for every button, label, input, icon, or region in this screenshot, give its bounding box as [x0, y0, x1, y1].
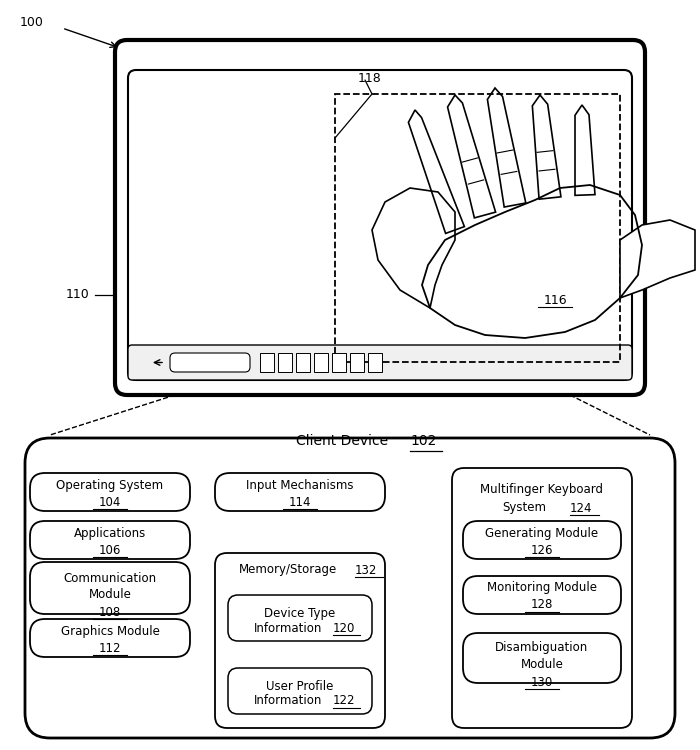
- FancyBboxPatch shape: [215, 553, 385, 728]
- FancyBboxPatch shape: [128, 70, 632, 380]
- Bar: [260, 353, 274, 372]
- Bar: [314, 353, 328, 372]
- Bar: [368, 353, 382, 372]
- Text: 116: 116: [543, 293, 567, 307]
- FancyBboxPatch shape: [215, 473, 385, 511]
- Text: 106: 106: [99, 544, 121, 556]
- Text: 114: 114: [288, 496, 312, 508]
- Bar: [278, 353, 292, 372]
- FancyBboxPatch shape: [463, 521, 621, 559]
- Text: 130: 130: [531, 676, 553, 688]
- Text: Operating System: Operating System: [57, 478, 164, 491]
- Text: Generating Module: Generating Module: [485, 526, 598, 539]
- Text: Information: Information: [254, 694, 322, 707]
- FancyBboxPatch shape: [115, 40, 645, 395]
- Text: 124: 124: [570, 502, 592, 515]
- Text: 118: 118: [358, 71, 382, 85]
- FancyBboxPatch shape: [228, 595, 372, 641]
- Text: 126: 126: [531, 544, 553, 556]
- Text: User Profile: User Profile: [266, 680, 334, 692]
- Text: Disambiguation: Disambiguation: [496, 641, 589, 655]
- FancyBboxPatch shape: [30, 473, 190, 511]
- FancyBboxPatch shape: [30, 562, 190, 614]
- Text: Communication: Communication: [64, 572, 157, 584]
- FancyBboxPatch shape: [128, 345, 632, 380]
- Text: Client Device: Client Device: [296, 434, 388, 448]
- Polygon shape: [620, 220, 695, 298]
- Text: Module: Module: [89, 587, 132, 601]
- Text: Graphics Module: Graphics Module: [61, 625, 160, 638]
- Text: 128: 128: [531, 598, 553, 611]
- Text: 100: 100: [20, 16, 44, 28]
- FancyBboxPatch shape: [452, 468, 632, 728]
- Text: 132: 132: [355, 563, 377, 577]
- Text: 104: 104: [99, 496, 121, 508]
- FancyBboxPatch shape: [30, 521, 190, 559]
- FancyBboxPatch shape: [25, 438, 675, 738]
- FancyBboxPatch shape: [463, 576, 621, 614]
- Bar: [350, 353, 364, 372]
- Text: Applications: Applications: [74, 526, 146, 539]
- Text: Monitoring Module: Monitoring Module: [487, 581, 597, 595]
- Text: 120: 120: [333, 622, 356, 634]
- Text: Information: Information: [254, 622, 322, 634]
- Text: Memory/Storage: Memory/Storage: [239, 563, 337, 577]
- Text: 102: 102: [410, 434, 436, 448]
- Text: Module: Module: [521, 658, 564, 670]
- Text: 122: 122: [333, 694, 356, 707]
- Text: 110: 110: [66, 289, 90, 302]
- Text: System: System: [502, 502, 546, 515]
- Bar: [332, 353, 346, 372]
- Text: Input Mechanisms: Input Mechanisms: [246, 478, 354, 491]
- Text: 112: 112: [99, 641, 121, 655]
- FancyBboxPatch shape: [463, 633, 621, 683]
- Text: Multifinger Keyboard: Multifinger Keyboard: [480, 484, 603, 496]
- FancyBboxPatch shape: [228, 668, 372, 714]
- FancyBboxPatch shape: [170, 353, 250, 372]
- FancyBboxPatch shape: [30, 619, 190, 657]
- Text: Device Type: Device Type: [265, 607, 335, 619]
- Text: 108: 108: [99, 605, 121, 619]
- Bar: [296, 353, 310, 372]
